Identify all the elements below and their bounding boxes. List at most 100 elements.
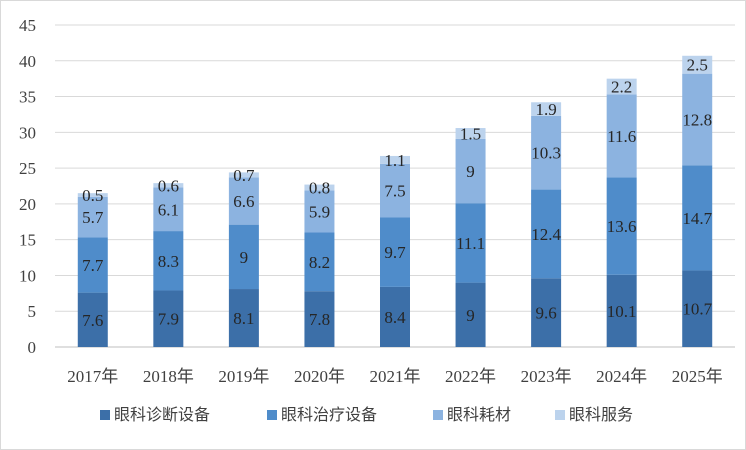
data-label: 8.3 [158,252,179,271]
y-tick-label: 40 [19,52,36,71]
data-label: 8.1 [233,309,254,328]
bar-segment [455,138,486,204]
legend-label: 眼科服务 [569,405,633,424]
x-tick-label: 2019年 [218,367,269,386]
bar-segment [77,237,108,293]
data-label: 0.8 [309,178,330,197]
y-axis-ticks: 0 5 10 15 20 25 30 35 40 45 [19,16,36,357]
legend: 眼科诊断设备 眼科治疗设备 眼科耗材 眼科服务 [100,405,633,424]
legend-swatch [100,410,110,420]
bar-segment [455,128,486,139]
legend-item: 眼科治疗设备 [267,405,377,424]
data-label: 9 [240,248,249,267]
data-label: 12.8 [682,110,712,129]
bar-segment [380,217,410,287]
x-tick-label: 2021年 [370,367,421,386]
bar-segment [304,232,335,292]
y-tick-label: 45 [19,16,36,35]
data-label: 2.5 [687,56,708,75]
y-tick-label: 5 [28,302,37,321]
data-label: 9.7 [384,243,406,262]
data-label: 7.9 [158,310,179,329]
bar-segment [228,172,259,178]
data-label: 0.6 [158,176,179,195]
y-tick-label: 20 [19,195,36,214]
bar-segment [77,193,108,197]
bar-segment [153,290,184,347]
data-label: 12.4 [531,225,561,244]
bar-segment [531,115,562,190]
x-tick-label: 2023年 [521,367,572,386]
data-label: 0.7 [233,166,255,185]
bar-segment [304,190,335,233]
x-tick-label: 2022年 [445,367,496,386]
x-tick-label: 2018年 [143,367,194,386]
bar-segment [682,73,713,166]
data-label: 14.7 [682,209,712,228]
data-label: 8.2 [309,253,330,272]
bar-segment [153,187,184,232]
data-label: 11.6 [607,127,636,146]
data-label: 6.1 [158,200,179,219]
bar-segment [531,102,562,116]
data-label: 1.5 [460,124,481,143]
data-label: 7.8 [309,310,330,329]
data-label: 7.5 [384,182,405,201]
data-label: 10.7 [682,300,712,319]
data-label: 1.9 [535,100,556,119]
bar-segment [606,274,637,347]
data-labels: 7.6 7.7 5.7 0.5 7.9 8.3 6.1 0.6 8.1 9 6.6 0.7 7.8 8.2… [82,56,712,330]
y-tick-label: 0 [28,338,37,357]
bar-segment [531,189,562,279]
x-tick-label: 2020年 [294,367,345,386]
bar-segment [380,155,410,164]
x-tick-label: 2025年 [672,367,723,386]
data-label: 9 [466,306,475,325]
bar-segment [455,282,486,347]
bars [77,55,713,347]
bar-segment [682,55,713,74]
legend-label: 眼科诊断设备 [114,405,210,424]
data-label: 13.6 [607,217,637,236]
y-tick-label: 25 [19,159,36,178]
bar-segment [228,224,259,290]
bar-segment [77,196,108,238]
bar-segment [682,270,713,347]
data-label: 9.6 [535,304,556,323]
data-label: 7.7 [82,256,104,275]
legend-swatch [433,410,443,420]
legend-item: 眼科耗材 [433,405,511,424]
data-label: 2.2 [611,78,632,97]
data-label: 5.7 [82,208,104,227]
bar-segment [153,231,184,291]
bar-segment [682,165,713,271]
bar-segment [304,291,335,347]
bar-segment [304,184,335,191]
y-tick-label: 15 [19,231,36,250]
data-label: 9 [466,162,475,181]
bar-segment [606,177,637,275]
bar-segment [77,292,108,347]
bar-segment [228,289,259,347]
x-axis-ticks: 2017年 2018年 2019年 2020年 2021年 2022年 2023年 2024年… [67,367,722,386]
data-label: 10.3 [531,144,561,163]
legend-label: 眼科治疗设备 [281,405,377,424]
bar-segment [228,177,259,225]
bar-segment [606,94,637,178]
legend-swatch [267,410,277,420]
bar-segment [380,163,410,218]
data-label: 5.9 [309,202,330,221]
bar-segment [531,278,562,347]
y-tick-label: 30 [19,123,36,142]
bar-segment [455,203,486,283]
legend-item: 眼科服务 [555,405,633,424]
data-label: 1.1 [384,151,405,170]
y-tick-label: 10 [19,266,36,285]
legend-item: 眼科诊断设备 [100,405,210,424]
data-label: 8.4 [384,308,406,327]
legend-swatch [555,410,565,420]
x-tick-label: 2017年 [67,367,118,386]
x-tick-label: 2024年 [596,367,647,386]
data-label: 10.1 [607,302,637,321]
